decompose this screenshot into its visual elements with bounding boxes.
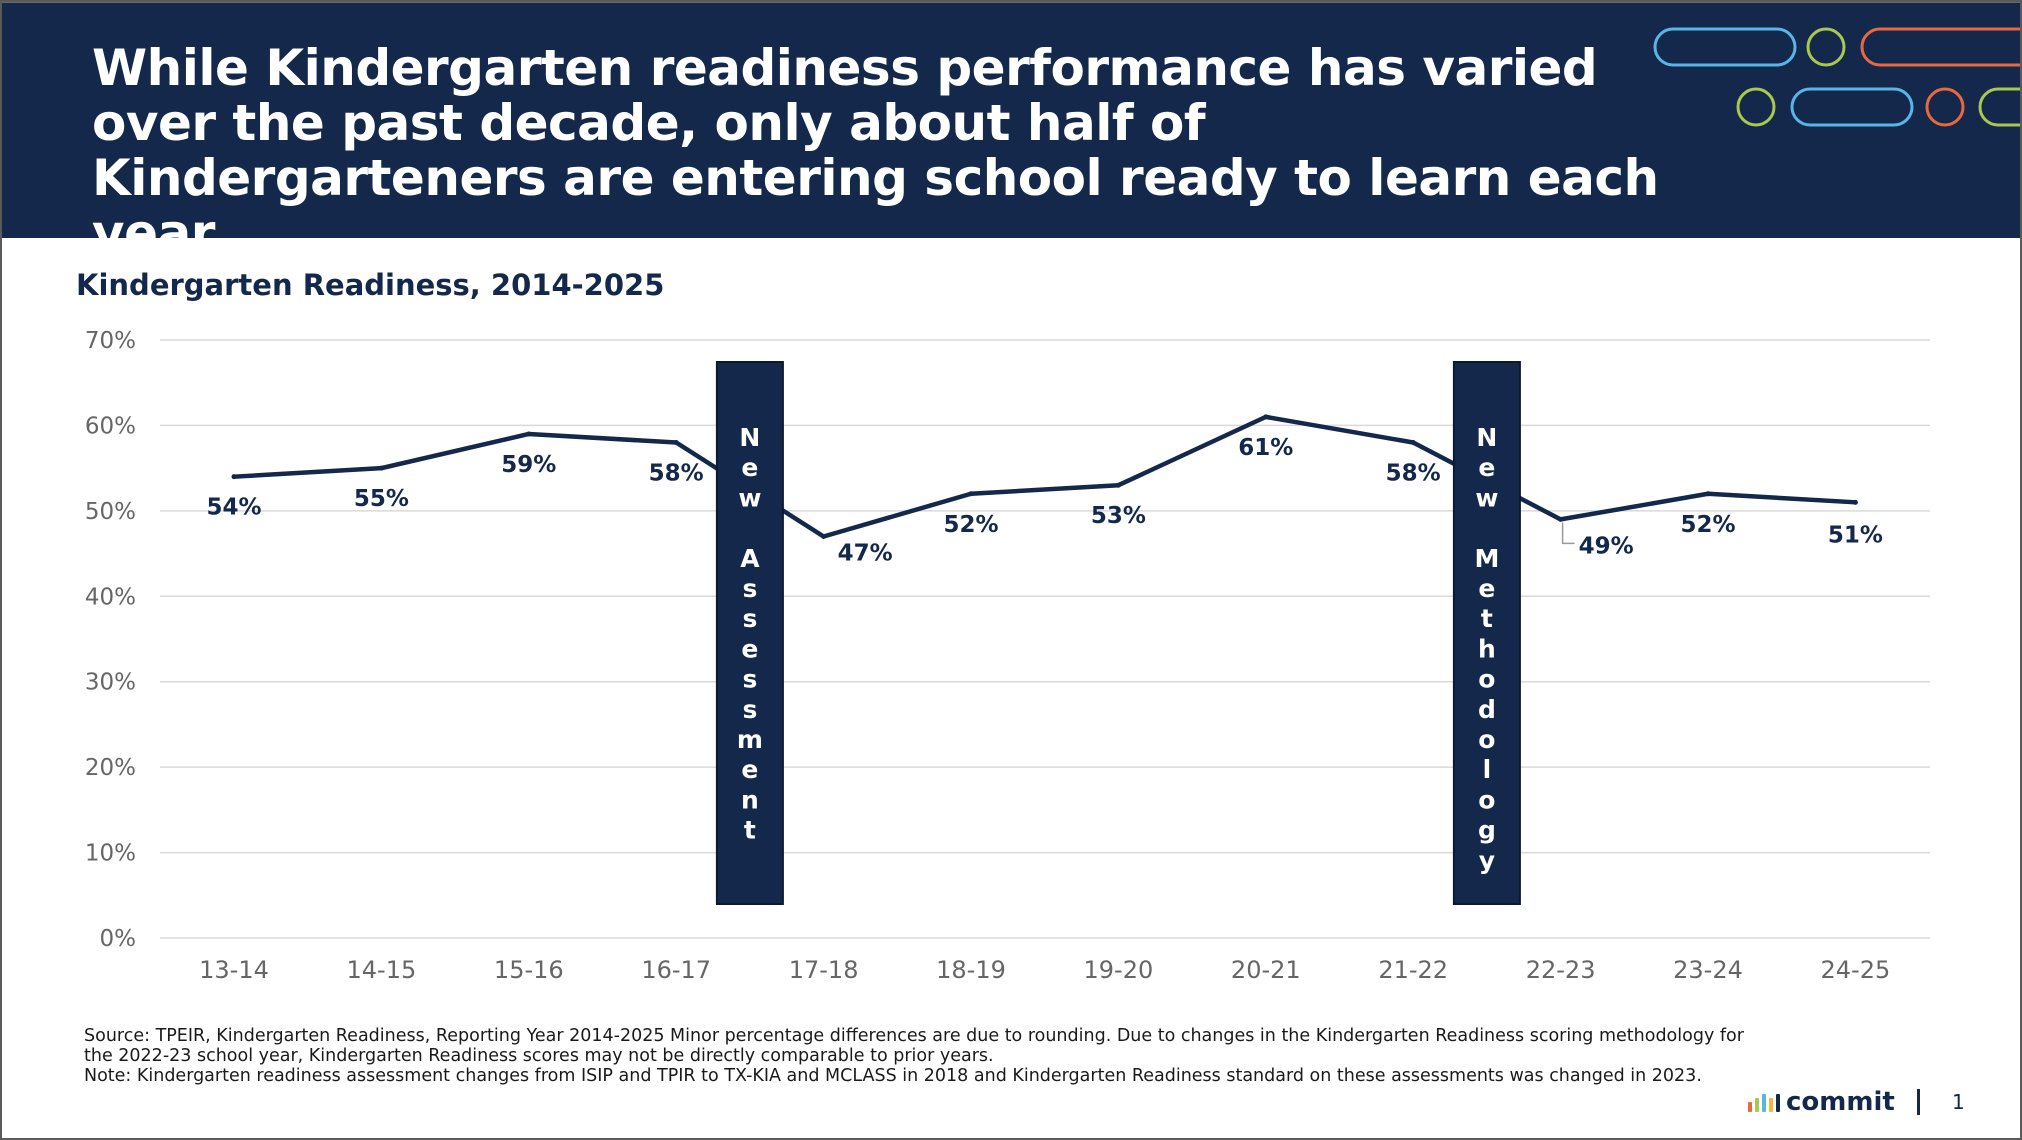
brand-separator bbox=[1916, 1089, 1920, 1115]
logo-bar bbox=[1748, 1102, 1752, 1112]
logo-bar bbox=[1769, 1098, 1773, 1112]
data-label: 59% bbox=[501, 452, 556, 478]
x-tick-label: 24-25 bbox=[1821, 956, 1891, 984]
source-note: Source: TPEIR, Kindergarten Readiness, R… bbox=[84, 1026, 1744, 1066]
data-point bbox=[1410, 440, 1416, 446]
data-labels: 54% 55% 59% 58% 47% 52% 53% 61% 58% 49% 52% 51% bbox=[206, 435, 1882, 567]
deco-circle-green-top bbox=[1806, 27, 1846, 67]
data-label: 61% bbox=[1238, 435, 1293, 461]
decorative-shapes bbox=[1653, 27, 2022, 127]
deco-pill-blue-top bbox=[1653, 27, 1797, 67]
x-tick-label: 17-18 bbox=[789, 956, 859, 984]
annotation-box bbox=[1452, 361, 1521, 905]
axis-labels: 0% 10% 20% 30% 40% 50% 60% 70% 13-14 14-15 15-16 16… bbox=[85, 328, 1890, 984]
deco-pill-green-bottom bbox=[1978, 87, 2022, 127]
data-label: 49% bbox=[1579, 533, 1634, 559]
data-point bbox=[1558, 516, 1564, 522]
data-label: 58% bbox=[1386, 461, 1441, 487]
logo-bar bbox=[1755, 1098, 1759, 1112]
x-tick-label: 16-17 bbox=[641, 956, 711, 984]
x-tick-label: 22-23 bbox=[1526, 956, 1596, 984]
page-number: 1 bbox=[1952, 1090, 1965, 1114]
x-tick-label: 18-19 bbox=[936, 956, 1006, 984]
x-tick-label: 20-21 bbox=[1231, 956, 1301, 984]
chart-title: Kindergarten Readiness, 2014-2025 bbox=[76, 268, 665, 302]
x-tick-label: 19-20 bbox=[1084, 956, 1154, 984]
commit-logo-icon bbox=[1748, 1092, 1780, 1112]
data-point bbox=[1115, 482, 1121, 488]
data-label: 51% bbox=[1828, 522, 1883, 548]
y-tick-label: 30% bbox=[85, 670, 136, 696]
data-point bbox=[968, 491, 974, 497]
deco-circle-green-bottom bbox=[1736, 87, 1776, 127]
data-label: 47% bbox=[838, 540, 893, 566]
data-point bbox=[821, 533, 827, 539]
y-tick-label: 10% bbox=[85, 841, 136, 867]
data-point bbox=[1705, 491, 1711, 497]
data-point bbox=[673, 440, 679, 446]
y-tick-label: 20% bbox=[85, 755, 136, 781]
series-layer bbox=[231, 414, 1858, 539]
page-title: While Kindergarten readiness performance… bbox=[92, 39, 1659, 262]
header-banner: While Kindergarten readiness performance… bbox=[0, 0, 2022, 261]
annotation-box bbox=[715, 361, 784, 905]
y-tick-label: 50% bbox=[85, 499, 136, 525]
methodology-note: Note: Kindergarten readiness assessment … bbox=[84, 1066, 1702, 1086]
x-tick-label: 14-15 bbox=[347, 956, 417, 984]
data-label: 54% bbox=[206, 495, 261, 521]
data-point bbox=[526, 431, 532, 437]
brand-name: commit bbox=[1786, 1087, 1895, 1117]
footnote: Source: TPEIR, Kindergarten Readiness, R… bbox=[84, 1026, 1744, 1086]
data-label: 52% bbox=[943, 512, 998, 538]
x-tick-label: 23-24 bbox=[1673, 956, 1743, 984]
x-tick-label: 15-16 bbox=[494, 956, 564, 984]
grid-lines bbox=[160, 339, 1930, 939]
line-chart: 0% 10% 20% 30% 40% 50% 60% 70% 13-14 14-15 15-16 16… bbox=[85, 328, 1930, 984]
brand: commit bbox=[1748, 1086, 1920, 1118]
data-label: 53% bbox=[1091, 503, 1146, 529]
y-tick-label: 0% bbox=[100, 926, 137, 952]
series-line bbox=[231, 414, 1858, 539]
data-point bbox=[1852, 499, 1858, 505]
data-label: 52% bbox=[1680, 512, 1735, 538]
data-point bbox=[1263, 414, 1269, 420]
x-tick-label: 13-14 bbox=[199, 956, 269, 984]
logo-bar bbox=[1762, 1094, 1766, 1112]
y-tick-label: 40% bbox=[85, 584, 136, 610]
data-point bbox=[231, 474, 237, 480]
deco-circle-orange-bottom bbox=[1925, 87, 1965, 127]
logo-bar bbox=[1776, 1094, 1780, 1112]
deco-pill-orange-top bbox=[1860, 27, 2022, 67]
y-tick-label: 70% bbox=[85, 328, 136, 354]
deco-pill-blue-bottom bbox=[1790, 87, 1914, 127]
y-tick-label: 60% bbox=[85, 413, 136, 439]
x-tick-label: 21-22 bbox=[1378, 956, 1448, 984]
label-leader-line bbox=[1561, 522, 1575, 545]
data-label: 55% bbox=[354, 486, 409, 512]
data-point bbox=[378, 465, 384, 471]
data-label: 58% bbox=[649, 461, 704, 487]
